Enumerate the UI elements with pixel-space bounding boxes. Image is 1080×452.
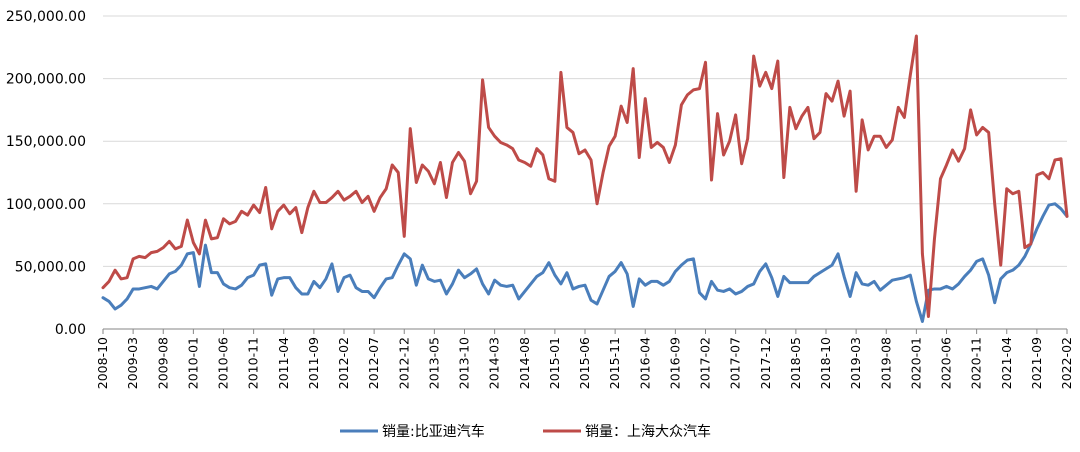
y-tick-label: 0.00 (55, 322, 86, 338)
y-axis-tick-labels: 0.00 50,000.00 100,000.00 150,000.00 200,000… (6, 9, 86, 338)
x-tick-label: 2010-06 (216, 337, 231, 389)
gridlines (103, 15, 1067, 267)
x-tick-label: 2009-08 (155, 337, 170, 389)
x-tick-label: 2012-07 (366, 337, 381, 389)
series-line-2 (101, 34, 1069, 318)
x-tick-label: 2017-02 (698, 337, 713, 389)
legend-item-2: 销量：上海大众汽车 (543, 423, 711, 440)
x-tick-label: 2014-08 (517, 337, 532, 389)
y-tick-label: 200,000.00 (6, 72, 86, 88)
x-tick-label: 2018-10 (818, 337, 833, 389)
y-tick-label: 150,000.00 (6, 134, 86, 150)
x-tick-label: 2016-04 (637, 337, 652, 389)
x-tick-label: 2018-05 (788, 337, 803, 389)
x-tick-label: 2011-04 (276, 337, 291, 389)
x-tick-label: 2015-01 (547, 337, 562, 389)
x-tick-label: 2008-10 (95, 337, 110, 389)
x-axis-tick-labels: 2008-10 2009-03 2009-08 2010-01 2010-06 2010-… (95, 337, 1074, 389)
x-tick-label: 2014-03 (487, 337, 502, 389)
x-tick-label: 2009-03 (125, 337, 140, 389)
x-tick-label: 2017-12 (758, 337, 773, 389)
y-tick-label: 250,000.00 (6, 9, 86, 25)
x-tick-label: 2011-09 (306, 337, 321, 389)
legend-label: 销量：上海大众汽车 (585, 423, 711, 440)
x-tick-label: 2021-09 (1029, 337, 1044, 389)
x-tick-label: 2016-09 (667, 337, 682, 389)
x-tick-label: 2013-10 (457, 337, 472, 389)
x-tick-label: 2012-12 (396, 337, 411, 389)
x-tick-label: 2019-03 (848, 337, 863, 389)
x-tick-label: 2015-11 (607, 337, 622, 389)
x-tick-label: 2020-01 (908, 337, 923, 389)
legend-item-1: 销量:比亚迪汽车 (340, 423, 485, 440)
x-tick-label: 2021-04 (999, 337, 1014, 389)
series-lines (101, 34, 1069, 323)
x-tick-label: 2010-11 (246, 337, 261, 389)
x-tick-label: 2017-07 (728, 337, 743, 389)
x-tick-label: 2015-06 (577, 337, 592, 389)
x-tick-label: 2013-05 (426, 337, 441, 389)
x-axis (102, 328, 1068, 334)
x-tick-label: 2020-06 (939, 337, 954, 389)
x-tick-label: 2020-11 (969, 337, 984, 389)
x-tick-label: 2022-02 (1059, 337, 1074, 389)
legend: 销量:比亚迪汽车 销量：上海大众汽车 (340, 423, 711, 440)
x-tick-label: 2012-02 (336, 337, 351, 389)
x-tick-label: 2010-01 (185, 337, 200, 389)
x-tick-label: 2019-08 (878, 337, 893, 389)
y-tick-label: 100,000.00 (6, 197, 86, 213)
y-tick-label: 50,000.00 (15, 259, 86, 275)
series-line-1 (101, 202, 1069, 323)
legend-label: 销量:比亚迪汽车 (382, 423, 485, 440)
